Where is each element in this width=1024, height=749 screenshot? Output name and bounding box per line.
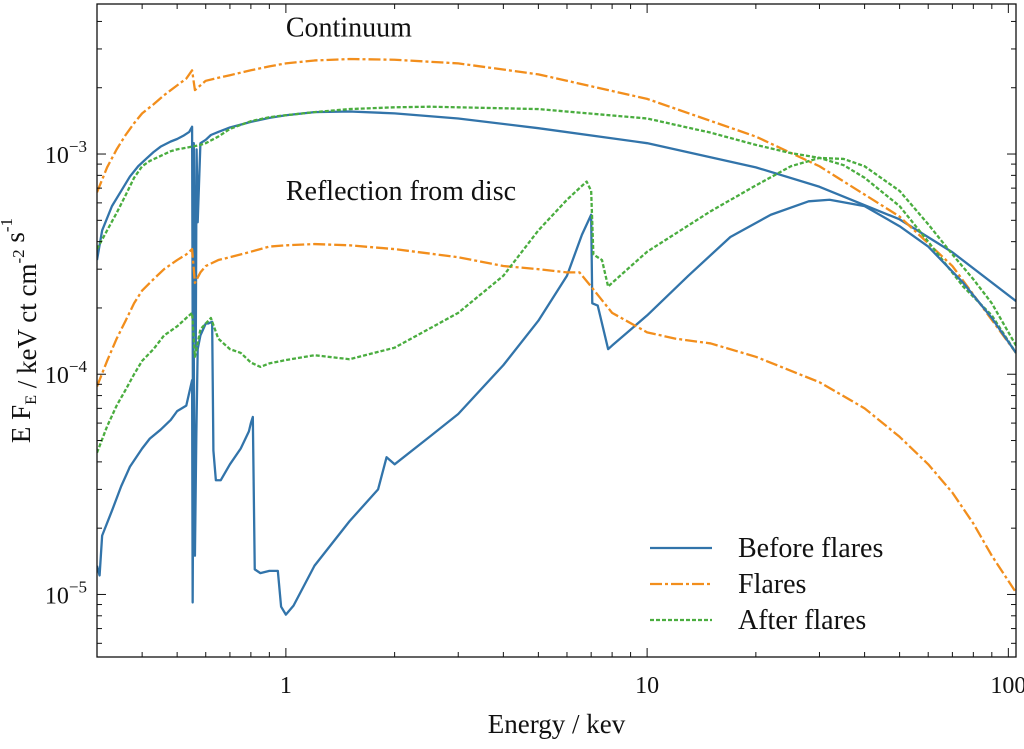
series-line-before-flares-reflection — [97, 198, 1016, 616]
annotation-continuum: Continuum — [286, 12, 412, 43]
x-tick-label: 100 — [990, 673, 1024, 699]
series-line-flares-continuum — [97, 57, 1016, 354]
y-tick-label: 10−3 — [45, 137, 87, 169]
legend: Before flares Flares After flares — [650, 533, 883, 636]
annotation-layer: Continuum Reflection from disc — [286, 12, 516, 207]
annotation-reflection: Reflection from disc — [286, 176, 516, 207]
legend-label: After flares — [738, 605, 866, 636]
y-axis-label: E FE / keV ct cm-2 s-1 — [0, 218, 42, 443]
x-tick-label: 1 — [280, 673, 292, 699]
series-line-before-flares-continuum — [97, 110, 1016, 413]
legend-label: Before flares — [738, 533, 883, 564]
y-tick-label: 10−5 — [45, 577, 87, 609]
series-line-after-flares-reflection — [97, 156, 1016, 454]
series-layer — [97, 57, 1016, 616]
legend-label: Flares — [738, 569, 806, 600]
series-line-after-flares-continuum — [97, 105, 1016, 354]
plot-frame — [96, 3, 1017, 658]
ticks-layer — [96, 4, 1016, 657]
series-line-flares-reflection — [97, 242, 1016, 594]
y-tick-label: 10−4 — [45, 357, 88, 389]
labels-layer: 1 10 100 10−5 10−4 10−3 — [45, 137, 1024, 699]
x-tick-label: 10 — [635, 673, 659, 699]
x-axis-label: Energy / kev — [488, 709, 626, 739]
